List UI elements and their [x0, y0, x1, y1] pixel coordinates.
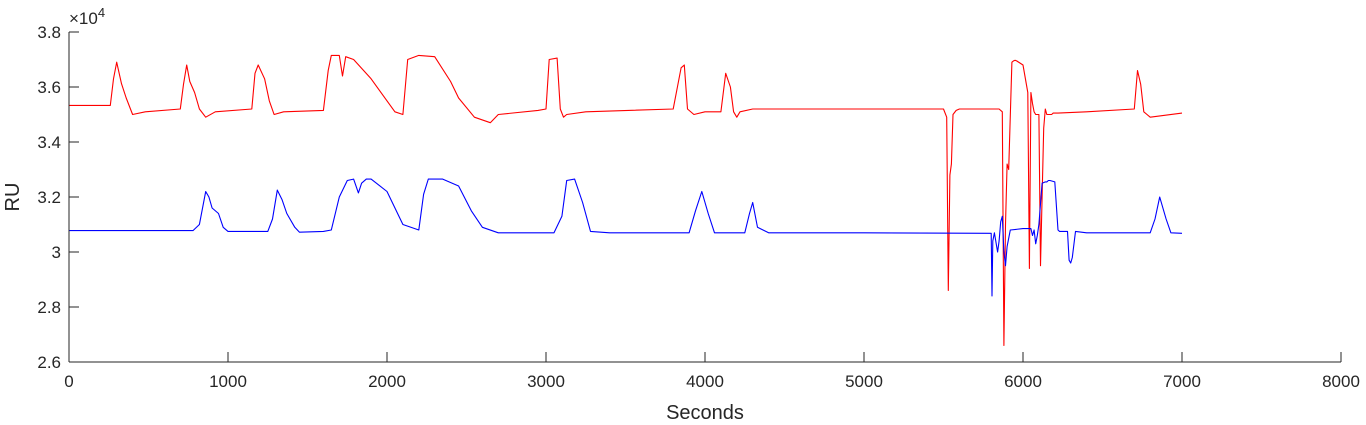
y-axis-ticks: 2.6 2.8 3 3.2 3.4 3.6 3.8: [37, 23, 79, 372]
y-tick-label: 3.4: [37, 133, 61, 152]
x-tick-label: 4000: [686, 372, 724, 391]
y-axis-label: RU: [2, 183, 24, 212]
y-tick-label: 2.6: [37, 353, 61, 372]
x-tick-label: 0: [64, 372, 73, 391]
x-tick-label: 8000: [1322, 372, 1360, 391]
x-tick-label: 5000: [845, 372, 883, 391]
series-layer: [69, 54, 1183, 347]
y-tick-label: 3.8: [37, 23, 61, 42]
y-tick-label: 2.8: [37, 298, 61, 317]
x-axis-ticks: 0 1000 2000 3000 4000 5000 6000 7000 8000: [64, 352, 1360, 391]
y-tick-label: 3.6: [37, 78, 61, 97]
y-axis-exponent-label: ×104: [69, 5, 105, 28]
x-tick-label: 2000: [368, 372, 406, 391]
x-tick-label: 7000: [1163, 372, 1201, 391]
x-axis-label: Seconds: [666, 402, 744, 424]
series-line-2: [69, 178, 1183, 297]
x-tick-label: 6000: [1004, 372, 1042, 391]
series-line-1: [69, 54, 1183, 347]
x-tick-label: 3000: [527, 372, 565, 391]
y-tick-label: 3: [52, 243, 61, 262]
x-tick-label: 1000: [209, 372, 247, 391]
y-tick-label: 3.2: [37, 188, 61, 207]
